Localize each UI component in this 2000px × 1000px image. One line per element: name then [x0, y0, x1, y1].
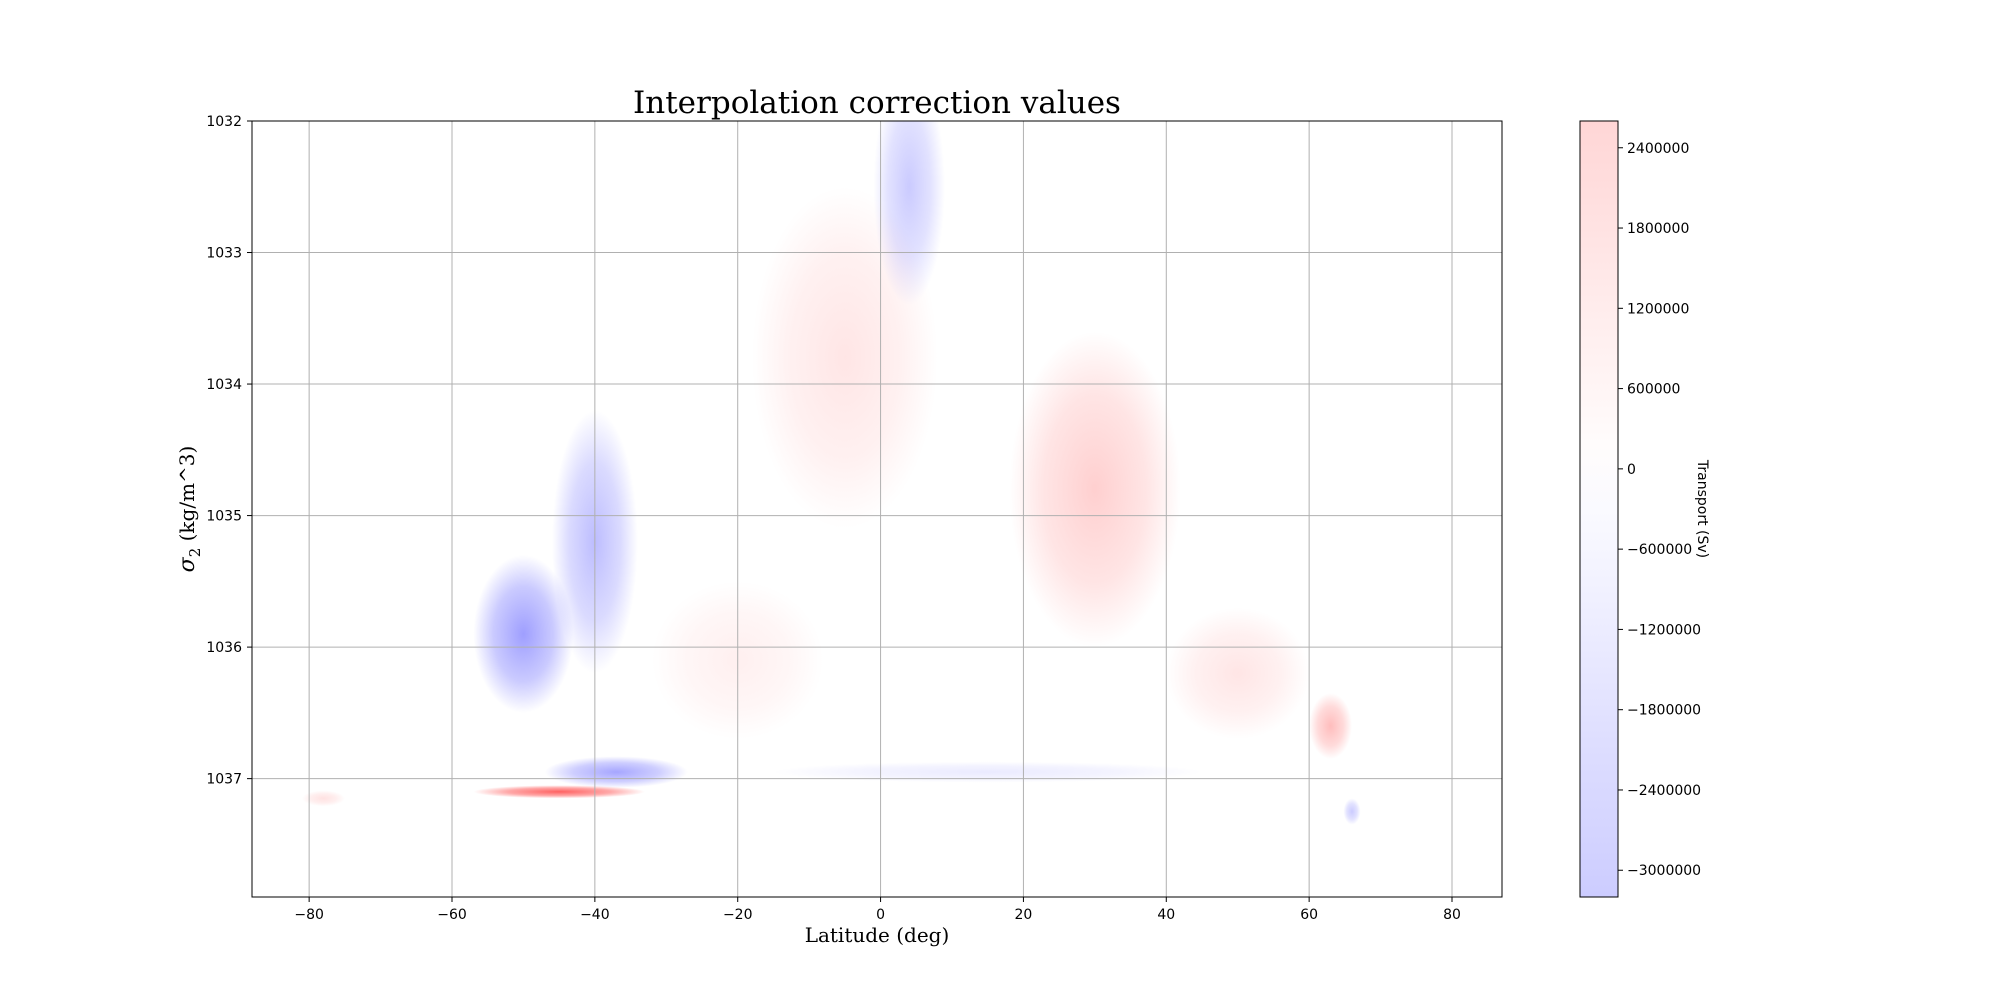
- heatmap-region: [773, 761, 1202, 783]
- x-tick-label: 20: [1015, 907, 1033, 923]
- colorbar-tick-label: 2400000: [1627, 141, 1689, 157]
- y-tick-label: 1033: [206, 246, 242, 262]
- x-tick-label: 0: [876, 907, 885, 923]
- x-axis-label: Latitude (deg): [805, 923, 950, 947]
- plot-frame: [251, 120, 1503, 898]
- colorbar-gradient: [1579, 120, 1619, 898]
- x-tick-label: −20: [723, 907, 753, 923]
- y-axis-label-units: (kg/m^3): [175, 446, 199, 548]
- colorbar-tick-label: −1200000: [1627, 622, 1701, 638]
- colorbar-tick-label: 0: [1627, 462, 1636, 478]
- y-tick-label: 1034: [206, 377, 242, 393]
- heatmap-region: [752, 186, 938, 529]
- colorbar-label: Transport (Sv): [1694, 459, 1710, 558]
- x-tick-label: −40: [580, 907, 610, 923]
- colorbar-tick-label: −2400000: [1627, 783, 1701, 799]
- x-tick-label: 60: [1300, 907, 1318, 923]
- x-tick-label: 40: [1157, 907, 1175, 923]
- plot-area: −80 −60 −40 −20 0 20 40 60 80 103210331034103510…: [206, 114, 1503, 923]
- y-axis-label: σ2 (kg/m^3): [175, 446, 204, 573]
- y-tick-label: 1032: [206, 114, 242, 130]
- heatmap-region: [1309, 693, 1352, 759]
- colorbar-tick-label: 1200000: [1627, 301, 1689, 317]
- colorbar-tick-label: 1800000: [1627, 221, 1689, 237]
- x-tick-label: −80: [294, 907, 324, 923]
- colorbar-tick-label: −3000000: [1627, 863, 1701, 879]
- heatmap-region: [544, 756, 688, 788]
- chart-title: Interpolation correction values: [633, 85, 1121, 121]
- y-tick-label: 1035: [206, 509, 242, 525]
- grid-lines: [252, 120, 1502, 897]
- colorbar-tick-label: −600000: [1627, 542, 1692, 558]
- colorbar-tick-label: 600000: [1627, 382, 1680, 398]
- y-tick-label: 1036: [206, 640, 242, 656]
- heatmap-region: [302, 790, 345, 807]
- y-axis-label-symbol: σ: [175, 556, 200, 572]
- x-tick-label: −60: [437, 907, 467, 923]
- y-tick-label: 1037: [206, 772, 242, 788]
- x-axis-ticks: −80 −60 −40 −20 0 20 40 60 80: [294, 897, 1461, 923]
- heatmap-region: [1009, 331, 1181, 648]
- heatmap-region: [1166, 607, 1310, 740]
- heatmap-region: [473, 555, 574, 713]
- y-axis-ticks: 1032 1033 1034 1035 1036 1037: [206, 114, 252, 788]
- heatmap-region: [1343, 798, 1361, 825]
- heatmap-region: [473, 785, 645, 799]
- colorbar-ticks: 2400000 1800000 1200000 600000 0 −600000 −1200…: [1618, 141, 1701, 879]
- y-axis-label-subscript: 2: [186, 548, 204, 558]
- colorbar-tick-label: −1800000: [1627, 703, 1701, 719]
- heatmap-field: [302, 121, 1361, 825]
- colorbar: 2400000 1800000 1200000 600000 0 −600000 −1200…: [1579, 120, 1710, 898]
- x-tick-label: 80: [1443, 907, 1461, 923]
